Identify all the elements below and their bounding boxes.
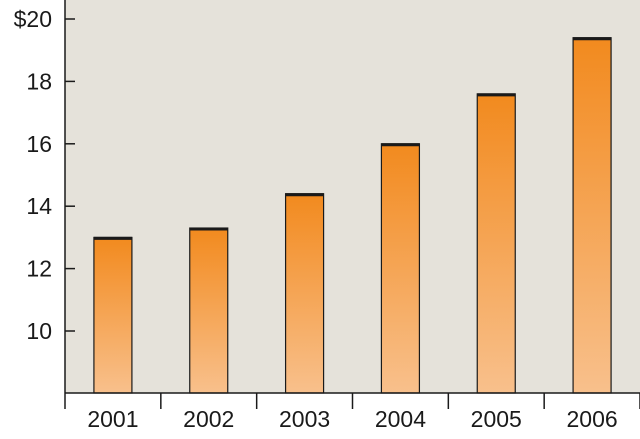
x-tick-label-2005: 2005	[471, 406, 522, 432]
x-tick-labels: 2001 2002 2003 2004 2005 2006	[87, 406, 617, 432]
plot-area	[65, 0, 640, 393]
x-tick-label-2002: 2002	[183, 406, 234, 432]
y-tick-label-18: 18	[26, 68, 52, 94]
bar-2003	[284, 193, 325, 394]
x-tick-label-2003: 2003	[279, 406, 330, 432]
bar-2004	[380, 143, 421, 394]
y-tick-labels: 10 12 14 16 18 $20	[14, 6, 53, 344]
y-tick-label-16: 16	[26, 131, 52, 157]
y-tick-label-14: 14	[26, 193, 52, 219]
bar-2006	[572, 37, 612, 394]
x-tick-label-2001: 2001	[87, 406, 138, 432]
y-tick-label-10: 10	[26, 318, 52, 344]
bars-group	[93, 37, 612, 394]
bar-2005	[476, 93, 516, 394]
x-tick-label-2004: 2004	[375, 406, 426, 432]
y-tick-label-20: $20	[14, 6, 52, 32]
bar-2002	[189, 227, 229, 394]
bar-2001	[93, 236, 133, 394]
x-tick-label-2006: 2006	[566, 406, 617, 432]
axes-group	[64, 0, 640, 409]
y-tick-label-12: 12	[26, 256, 52, 282]
